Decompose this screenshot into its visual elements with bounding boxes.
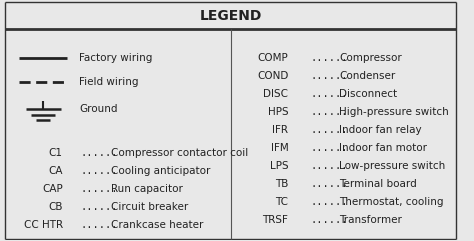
Text: CA: CA <box>48 166 63 176</box>
Text: CB: CB <box>48 202 63 212</box>
Text: Compressor: Compressor <box>339 53 401 63</box>
Text: LPS: LPS <box>270 161 288 171</box>
Text: Run capacitor: Run capacitor <box>111 184 183 194</box>
Text: COMP: COMP <box>257 53 288 63</box>
Text: HPS: HPS <box>268 107 288 117</box>
Text: DISC: DISC <box>264 89 288 99</box>
Text: Cooling anticipator: Cooling anticipator <box>111 166 210 176</box>
Text: ......: ...... <box>311 89 348 99</box>
Text: ......: ...... <box>311 71 348 81</box>
Text: Condenser: Condenser <box>339 71 395 81</box>
Text: ......: ...... <box>81 148 118 158</box>
Text: Indoor fan motor: Indoor fan motor <box>339 143 427 153</box>
Text: Crankcase heater: Crankcase heater <box>111 220 203 230</box>
Text: ......: ...... <box>311 215 348 225</box>
Text: ......: ...... <box>311 53 348 63</box>
Text: Circuit breaker: Circuit breaker <box>111 202 188 212</box>
Text: High-pressure switch: High-pressure switch <box>339 107 449 117</box>
Text: ......: ...... <box>311 107 348 117</box>
Text: Factory wiring: Factory wiring <box>79 53 152 63</box>
Text: TB: TB <box>275 179 288 189</box>
Text: ......: ...... <box>311 161 348 171</box>
Text: ......: ...... <box>81 184 118 194</box>
Text: Thermostat, cooling: Thermostat, cooling <box>339 197 444 207</box>
Text: IFM: IFM <box>271 143 288 153</box>
Text: Transformer: Transformer <box>339 215 402 225</box>
Text: ......: ...... <box>81 202 118 212</box>
Text: Compressor contactor coil: Compressor contactor coil <box>111 148 248 158</box>
Text: ......: ...... <box>311 179 348 189</box>
Text: COND: COND <box>257 71 288 81</box>
Text: Indoor fan relay: Indoor fan relay <box>339 125 421 135</box>
Text: Disconnect: Disconnect <box>339 89 397 99</box>
Text: C1: C1 <box>49 148 63 158</box>
Text: Terminal board: Terminal board <box>339 179 417 189</box>
Text: Low-pressure switch: Low-pressure switch <box>339 161 445 171</box>
Text: LEGEND: LEGEND <box>200 9 262 23</box>
Text: CC HTR: CC HTR <box>24 220 63 230</box>
Text: Ground: Ground <box>79 104 118 114</box>
Text: Field wiring: Field wiring <box>79 77 138 87</box>
Text: ......: ...... <box>81 166 118 176</box>
Text: TRSF: TRSF <box>263 215 288 225</box>
Text: IFR: IFR <box>273 125 288 135</box>
Text: TC: TC <box>275 197 288 207</box>
Text: ......: ...... <box>311 125 348 135</box>
Text: ......: ...... <box>311 197 348 207</box>
Text: ......: ...... <box>311 143 348 153</box>
Text: CAP: CAP <box>42 184 63 194</box>
Text: ......: ...... <box>81 220 118 230</box>
